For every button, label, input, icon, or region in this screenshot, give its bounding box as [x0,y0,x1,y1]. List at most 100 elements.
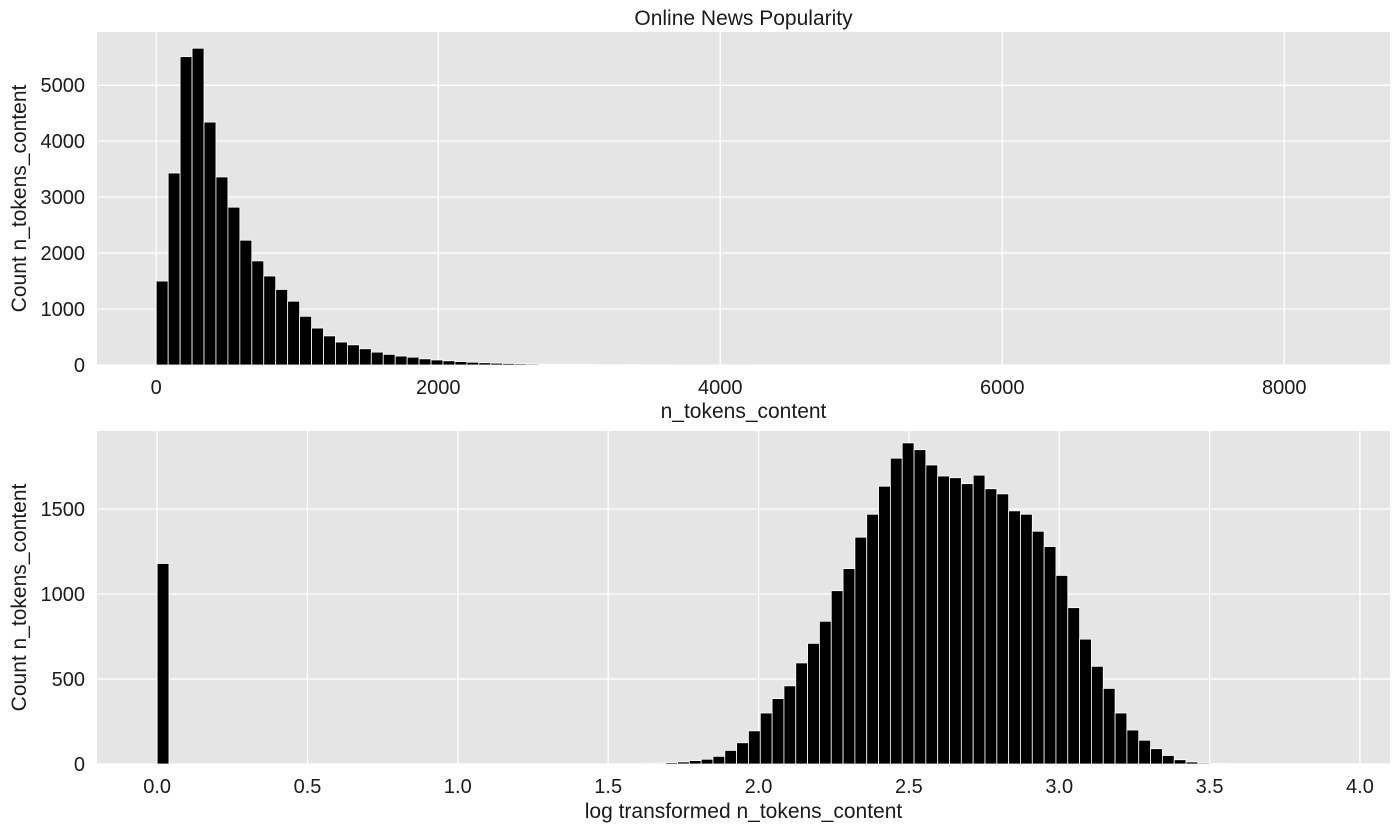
x-tick-label: 2.0 [745,776,773,798]
histogram-bar [653,762,667,765]
histogram-bar [645,364,659,366]
histogram-bar [748,730,761,765]
histogram-bar [724,750,738,765]
histogram-bar [394,355,408,366]
histogram-bar [960,483,974,765]
plot-area [97,431,1390,764]
x-tick-label: 2.5 [895,776,923,798]
histogram-bar [1102,687,1116,765]
histogram-bar [1138,739,1151,765]
histogram-bar [657,364,671,366]
histogram-bar [179,56,193,366]
histogram-bar [949,477,962,765]
histogram-bar [1079,638,1092,765]
x-tick-label: 0 [151,377,162,399]
histogram-bar [526,363,539,366]
histogram-bar [406,356,420,366]
histogram-bar [311,327,324,366]
x-tick-label: 3.0 [1045,776,1073,798]
histogram-bar [502,363,516,366]
histogram-bar [1008,510,1021,765]
histogram-bar [442,360,456,366]
histogram-bar [1209,763,1222,765]
histogram-bar [621,364,635,366]
histogram-bar [251,260,265,366]
y-tick-label: 4000 [41,131,86,153]
histogram-bar [889,457,903,765]
histogram-bar [574,364,587,366]
y-tick-label: 500 [52,669,85,691]
histogram-bar [925,464,939,765]
histogram-bar [1055,575,1069,765]
histogram-bar [984,488,998,765]
histogram-bar [215,176,229,366]
histogram-bar [191,47,205,366]
histogram-bar [466,361,480,366]
histogram-bar [783,685,797,765]
histogram-bar [1091,665,1104,765]
histogram-bar [878,485,891,765]
histogram-bar [227,206,241,366]
histogram-bar [830,590,844,765]
histogram-bar [665,762,678,765]
histogram-bar [1067,607,1081,765]
histogram-bar [795,662,808,765]
histogram-bar [454,361,468,366]
x-tick-label: 2000 [416,377,461,399]
y-tick-label: 2000 [41,243,86,265]
histogram-bar [1232,763,1246,765]
histogram-bar [677,761,690,765]
histogram-bar [382,353,396,366]
x-tick-label: 1.5 [594,776,622,798]
y-tick-label: 1000 [41,584,86,606]
histogram-bar [807,642,820,765]
histogram-bar [717,364,731,366]
x-tick-label: 8000 [1262,377,1307,399]
y-tick-label: 5000 [41,75,86,97]
histogram-bar [1221,763,1234,765]
histogram-bar [490,362,504,366]
top-histogram-panel: 0 2000 4000 6000 8000 0 1000 2000 3000 4000 5000 On… [8,7,1390,423]
histogram-bar [901,442,915,765]
y-tick-label: 0 [74,355,85,377]
histogram-bar [1185,761,1199,765]
y-axis-label: Count n_tokens_content [8,484,31,712]
histogram-bar [759,712,773,765]
histogram-bar [418,358,432,366]
histogram-bar [741,364,755,366]
histogram-bar [819,620,832,765]
histogram-bar [597,364,611,366]
histogram-bar [538,363,551,366]
histogram-bar [203,121,217,366]
histogram-bar [937,475,950,765]
histogram-bar [550,363,563,366]
histogram-bar [335,341,348,366]
histogram-bar [263,275,277,366]
histogram-bar [633,364,647,366]
y-tick-label: 1500 [41,499,86,521]
histogram-bar [693,364,707,366]
histogram-bar [370,351,384,366]
histogram-bar [609,364,623,366]
histogram-bar [430,359,444,366]
histogram-bar [1173,759,1187,765]
histogram-bar [629,763,643,765]
y-tick-label: 1000 [41,299,86,321]
histogram-bar [996,493,1010,765]
histogram-bar [346,344,360,366]
histogram-bar [239,239,253,366]
histogram-bar [712,755,726,765]
histogram-bar [358,348,372,366]
histogram-bar [478,362,492,366]
histogram-bar [669,364,683,366]
x-tick-label: 3.5 [1196,776,1224,798]
x-axis-label: n_tokens_content [661,400,827,423]
histogram-bar [156,563,170,765]
histogram-bar [771,698,785,765]
x-tick-label: 4.0 [1346,776,1374,798]
histogram-bar [1161,755,1175,765]
x-tick-label: 1.0 [444,776,472,798]
chart-title: Online News Popularity [634,7,853,30]
histogram-bar [913,449,927,765]
